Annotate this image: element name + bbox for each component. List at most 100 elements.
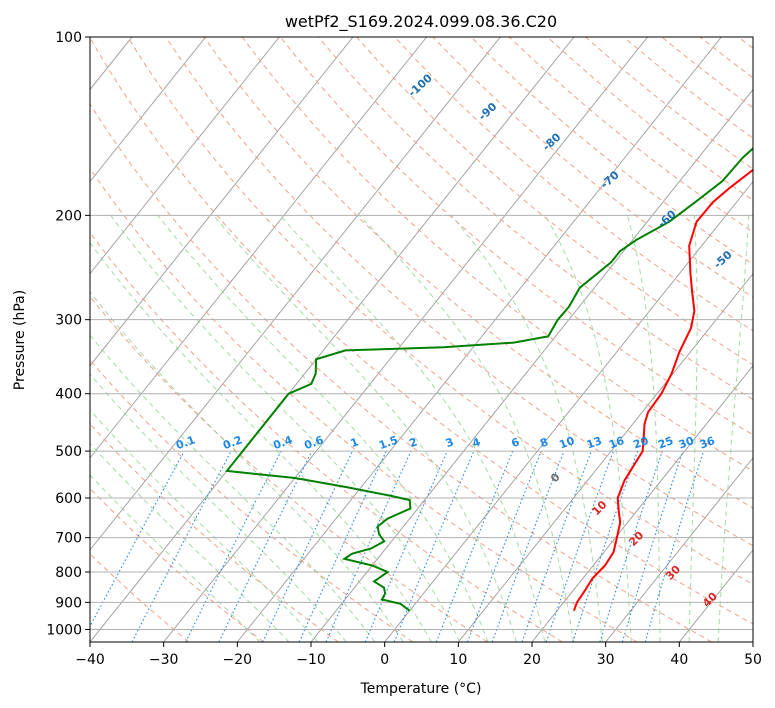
dry-adiabat-line [318,37,753,401]
mixing-ratio-label: 2 [407,435,419,450]
y-tick-label: 500 [55,444,82,460]
x-tick-label: 40 [670,652,688,668]
dry-adiabat-line [90,103,712,642]
dry-adiabat-label: -70 [598,168,622,191]
mixing-ratio-line [521,450,592,642]
x-tick-label: 20 [523,652,541,668]
isotherm-line [90,37,501,551]
dry-adiabat-line [90,167,638,642]
mixing-ratio-line [572,450,639,642]
isotherm-line [752,641,753,642]
isotherm-line [605,457,753,642]
y-axis: 100 200 300 400 500 600 700 800 900 1000 [46,30,90,638]
moist-adiabat-label: 20 [626,529,646,549]
moist-adiabat-line [110,215,461,642]
mixing-ratio-line [466,450,542,642]
dry-adiabat-line [699,37,753,79]
isotherm-line [384,180,753,642]
y-tick-label: 100 [55,30,82,46]
dry-adiabat-line [203,37,753,509]
mixing-ratio-label: 8 [538,435,550,450]
dry-adiabat-line [90,231,563,642]
mixing-ratio-line [599,450,663,642]
y-tick-label: 1000 [46,622,82,638]
mixing-ratio-label: 4 [471,435,483,450]
dry-adiabat-line [90,295,488,642]
dry-adiabat-label: -40 [766,290,775,313]
dry-adiabat-line [737,37,753,49]
dewpoint-profile-line [224,147,753,612]
isotherm-line [90,37,354,367]
mixing-ratio-line [218,450,313,642]
x-tick-label: −20 [223,652,253,668]
mixing-ratio-label: 13 [585,434,604,451]
x-axis-title: Temperature (°C) [360,681,482,697]
x-tick-label: 0 [380,652,389,668]
dry-adiabat-line [165,37,753,547]
x-tick-label: −10 [296,652,326,668]
isotherm-line [678,549,753,642]
moist-adiabat-line [90,442,290,642]
temperature-profile-line [572,168,753,612]
dry-adiabat-line [279,37,753,436]
moist-adiabat-line [626,215,661,642]
y-tick-label: 700 [55,531,82,547]
isotherm-line [90,37,207,183]
mixing-ratio-label: 25 [656,434,675,451]
dry-adiabat-line [547,37,753,201]
mixing-ratio-label: 1 [349,435,361,450]
moist-adiabat-line [90,241,432,642]
y-tick-label: 300 [55,313,82,329]
dry-adiabat-line [90,423,339,642]
dry-adiabat-line [90,37,753,625]
mixing-ratio-label: 20 [631,434,650,452]
background-lines [0,37,753,642]
dry-adiabat-label: -90 [476,100,500,123]
x-axis: −40 −30 −20 −10 0 10 20 30 40 50 [75,642,762,668]
mixing-ratio-line [393,450,475,642]
mixing-ratio-line [90,450,185,628]
mixing-ratio-line [621,450,684,642]
x-tick-label: −30 [149,652,179,668]
mixing-ratio-line [491,450,565,642]
isotherm-line [531,365,753,642]
dry-adiabat-label: -80 [540,130,564,153]
mixing-ratio-label: 0.2 [221,433,244,452]
moist-adiabat-label: 40 [700,590,720,610]
dry-adiabat-label: -50 [711,248,735,271]
mixing-ratio-label: 6 [510,435,522,450]
x-tick-label: −40 [75,652,105,668]
y-axis-title: Pressure (hPa) [12,290,28,390]
mixing-ratio-label: 10 [557,434,576,452]
mixing-ratio-line [364,450,448,642]
y-tick-label: 800 [55,565,82,581]
moist-adiabat-line [544,215,632,642]
isotherm-line [90,37,428,459]
moist-adiabat-label: 10 [590,498,610,518]
mixing-ratio-label: 36 [698,434,717,452]
mixing-ratio-label: 30 [677,434,696,452]
isotherm-line [0,37,58,642]
moist-adiabat-line [451,214,603,642]
x-tick-label: 50 [744,652,762,668]
mixing-ratio-label: 3 [444,435,456,450]
dry-adiabat-line [90,359,414,642]
mixing-ratio-label: 0.6 [302,433,325,452]
mixing-ratio-line [644,450,705,642]
moist-adiabat-line [90,474,261,642]
chart-title: wetPf2_S169.2024.099.08.36.C20 [285,12,557,32]
dry-adiabat-line [90,487,264,642]
mixing-ratio-label: 0.4 [271,433,294,452]
dry-adiabat-line [127,37,753,586]
y-tick-label: 900 [55,595,82,611]
isotherm-line [163,37,649,642]
moist-adiabat-line [688,215,698,642]
pressure-grid [90,37,753,630]
moist-adiabat-label: 30 [663,562,683,582]
moist-adiabat-line [359,214,575,642]
moist-adiabat-line [157,214,489,642]
isotherm-line [457,272,753,642]
mixing-ratio-line [545,450,614,642]
mixing-ratio-label: 16 [607,434,626,452]
